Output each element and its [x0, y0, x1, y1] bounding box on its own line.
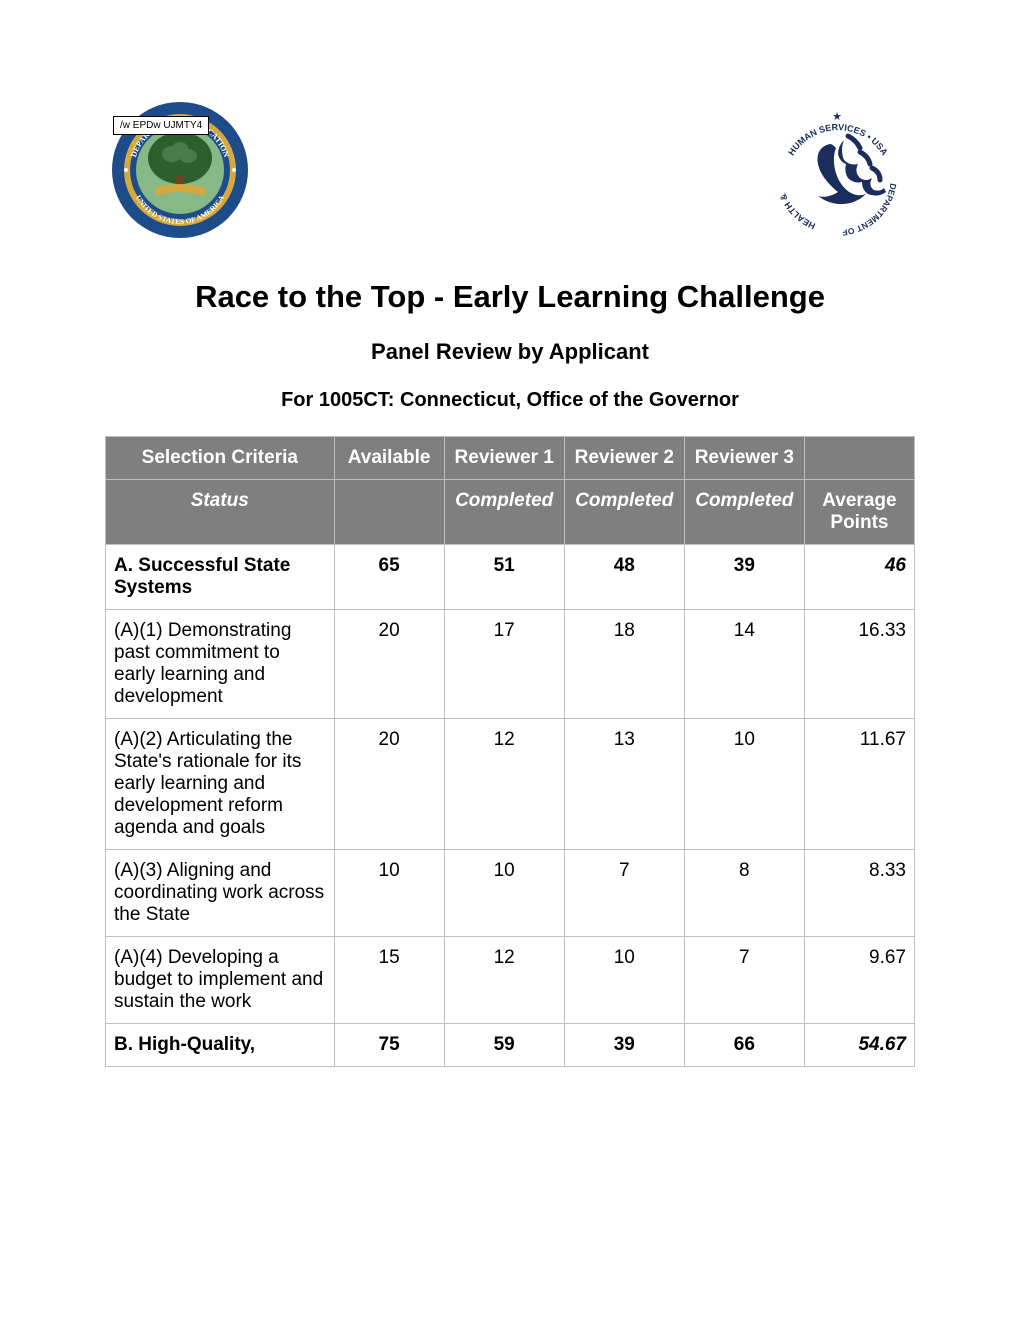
col-available: Available — [334, 436, 444, 479]
table-row: A. Successful State Systems6551483946 — [106, 544, 915, 609]
table-cell: 9.67 — [804, 936, 914, 1023]
table-row: (A)(2) Articulating the State's rational… — [106, 718, 915, 849]
table-cell: 11.67 — [804, 718, 914, 849]
table-cell: 13 — [564, 718, 684, 849]
col-empty — [804, 436, 914, 479]
table-cell: 15 — [334, 936, 444, 1023]
table-cell: 54.67 — [804, 1023, 914, 1066]
col-reviewer1: Reviewer 1 — [444, 436, 564, 479]
table-cell: 7 — [564, 849, 684, 936]
table-cell: 66 — [684, 1023, 804, 1066]
col-criteria: Selection Criteria — [106, 436, 335, 479]
col-reviewer2: Reviewer 2 — [564, 436, 684, 479]
table-cell: B. High-Quality, — [106, 1023, 335, 1066]
table-cell: 12 — [444, 718, 564, 849]
table-cell: 75 — [334, 1023, 444, 1066]
table-cell: 16.33 — [804, 609, 914, 718]
table-row: B. High-Quality,7559396654.67 — [106, 1023, 915, 1066]
status-label: Status — [106, 479, 335, 544]
table-header-row: Selection Criteria Available Reviewer 1 … — [106, 436, 915, 479]
table-cell: 59 — [444, 1023, 564, 1066]
stamp-box: /w EPDw UJMTY4 — [113, 116, 209, 135]
table-cell: (A)(2) Articulating the State's rational… — [106, 718, 335, 849]
table-cell: 10 — [444, 849, 564, 936]
table-row: (A)(1) Demonstrating past commitment to … — [106, 609, 915, 718]
table-row: (A)(3) Aligning and coordinating work ac… — [106, 849, 915, 936]
table-cell: 20 — [334, 609, 444, 718]
review-table: Selection Criteria Available Reviewer 1 … — [105, 436, 915, 1067]
status-empty — [334, 479, 444, 544]
table-cell: 17 — [444, 609, 564, 718]
table-cell: 20 — [334, 718, 444, 849]
table-cell: (A)(1) Demonstrating past commitment to … — [106, 609, 335, 718]
table-status-row: Status Completed Completed Completed Ave… — [106, 479, 915, 544]
page-title: Race to the Top - Early Learning Challen… — [105, 278, 915, 317]
table-cell: 48 — [564, 544, 684, 609]
svg-text:HEALTH &: HEALTH & — [778, 192, 817, 232]
status-r2: Completed — [564, 479, 684, 544]
table-cell: (A)(4) Developing a budget to implement … — [106, 936, 335, 1023]
status-r1: Completed — [444, 479, 564, 544]
stamp-text: /w EPDw UJMTY4 — [120, 120, 202, 131]
hhs-seal: HUMAN SERVICES • USA HEALTH & ★ DEPARTME… — [765, 100, 910, 250]
subject-line: For 1005CT: Connecticut, Office of the G… — [105, 389, 915, 412]
table-cell: A. Successful State Systems — [106, 544, 335, 609]
table-body: A. Successful State Systems6551483946(A)… — [106, 544, 915, 1066]
table-cell: 39 — [564, 1023, 684, 1066]
table-cell: 7 — [684, 936, 804, 1023]
svg-text:★: ★ — [832, 111, 842, 123]
table-cell: 8.33 — [804, 849, 914, 936]
table-cell: 10 — [684, 718, 804, 849]
table-cell: 39 — [684, 544, 804, 609]
table-cell: 8 — [684, 849, 804, 936]
logo-row: DEPARTMENT OF EDUCATION UNITED STATES OF… — [105, 100, 915, 250]
table-cell: 10 — [334, 849, 444, 936]
table-cell: 10 — [564, 936, 684, 1023]
avg-points-label: Average Points — [804, 479, 914, 544]
table-cell: 46 — [804, 544, 914, 609]
table-cell: 18 — [564, 609, 684, 718]
table-row: (A)(4) Developing a budget to implement … — [106, 936, 915, 1023]
table-cell: 51 — [444, 544, 564, 609]
subtitle: Panel Review by Applicant — [105, 339, 915, 365]
table-cell: (A)(3) Aligning and coordinating work ac… — [106, 849, 335, 936]
table-cell: 65 — [334, 544, 444, 609]
status-r3: Completed — [684, 479, 804, 544]
table-cell: 12 — [444, 936, 564, 1023]
table-cell: 14 — [684, 609, 804, 718]
col-reviewer3: Reviewer 3 — [684, 436, 804, 479]
